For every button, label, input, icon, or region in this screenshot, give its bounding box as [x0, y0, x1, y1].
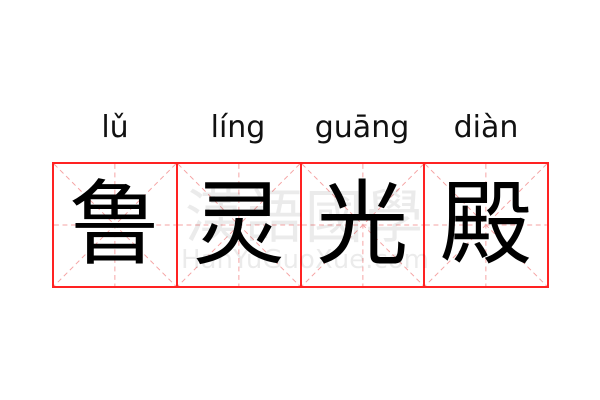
character-cell: 灵	[177, 164, 302, 286]
pinyin-2: líng	[210, 110, 266, 145]
watermark-chinese: 漢語國學	[184, 183, 425, 251]
character: 鲁	[68, 171, 161, 278]
character-cell: 光	[301, 164, 426, 286]
character-cell: 鲁	[54, 164, 178, 286]
character: 光	[316, 171, 409, 278]
guide-lines	[425, 164, 547, 286]
guide-lines	[301, 164, 424, 286]
character: 灵	[192, 171, 285, 278]
character: 殿	[440, 171, 533, 278]
character-cell: 殿	[425, 164, 547, 286]
pinyin-3: guāng	[314, 110, 410, 145]
watermark-latin: HanYuGuoXue.com	[181, 245, 429, 275]
pinyin-4: diàn	[453, 110, 519, 145]
guide-lines	[54, 164, 176, 286]
pinyin-1: lǔ	[101, 110, 129, 145]
character-grid: 鲁 灵 光 殿	[52, 162, 549, 288]
guide-lines	[177, 164, 300, 286]
